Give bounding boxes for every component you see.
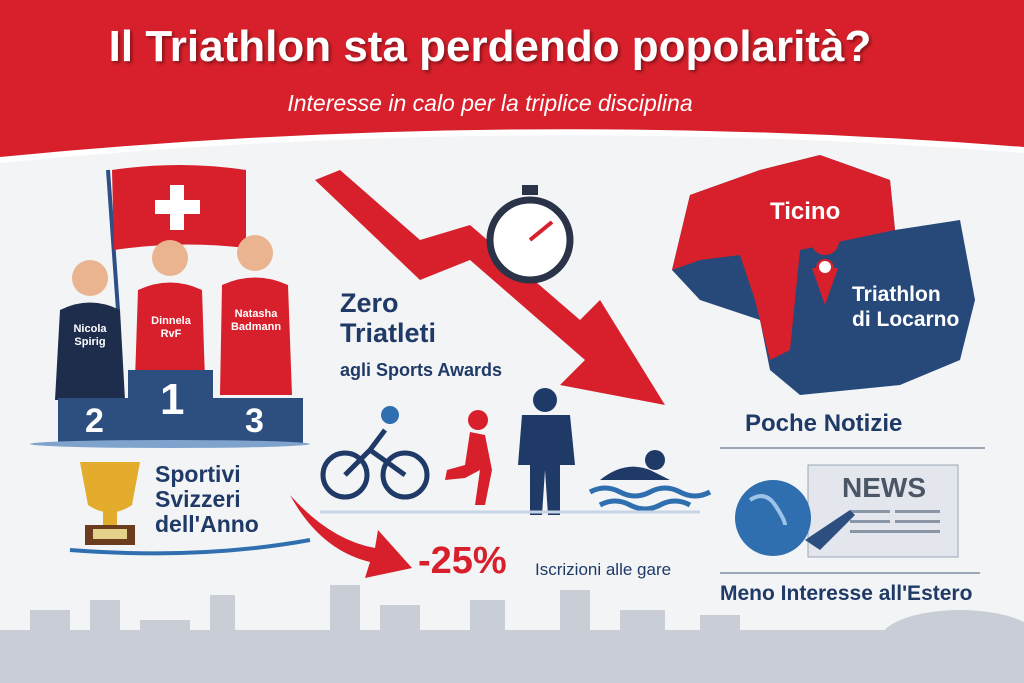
- news-heading: Poche Notizie: [745, 410, 903, 437]
- page-title: Il Triathlon sta perdendo popolarità?: [108, 22, 872, 71]
- runner-icon: [445, 410, 492, 505]
- podium: [30, 370, 310, 448]
- newspaper-title: NEWS: [842, 472, 926, 503]
- cyclist-icon: [320, 406, 430, 500]
- awards-line-2: Triatleti: [340, 318, 437, 348]
- stopwatch-icon: [486, 185, 574, 284]
- swiss-flag-icon: [112, 165, 246, 250]
- globe-icon: [735, 480, 811, 556]
- news-footer: Meno Interesse all'Estero: [720, 582, 973, 605]
- podium-place-2: 2: [85, 402, 104, 440]
- trophy-line-2: Svizzeri: [155, 486, 241, 512]
- stat-value: -25%: [418, 540, 507, 582]
- trophy-line-3: dell'Anno: [155, 511, 259, 537]
- event-line-1: Triathlon: [852, 283, 941, 306]
- map-region-label: Ticino: [770, 198, 841, 225]
- awards-caption: agli Sports Awards: [340, 360, 503, 380]
- map-event-label: Triathlon di Locarno: [852, 282, 959, 332]
- airplane-icon: [805, 510, 855, 550]
- athletes-illustration: [55, 235, 292, 400]
- athlete-name: Dinnela RvF: [151, 315, 191, 340]
- location-pin-icon: [811, 227, 840, 305]
- stat-label: Iscrizioni alle gare: [535, 560, 672, 579]
- swimmer-icon: [588, 450, 712, 512]
- awards-line-1: Zero: [340, 288, 399, 318]
- header-band: [0, 0, 1024, 160]
- athlete-name: Nicola Spirig: [73, 323, 107, 348]
- decline-arrow-icon: [290, 495, 412, 578]
- athlete-name: Natasha Badmann: [230, 308, 282, 333]
- event-line-2: di Locarno: [852, 308, 960, 331]
- page-subtitle: Interesse in calo per la triplice discip…: [287, 90, 693, 116]
- podium-place-3: 3: [245, 402, 264, 440]
- podium-place-1: 1: [160, 375, 185, 424]
- trophy-line-1: Sportivi: [155, 461, 241, 487]
- down-trend-arrow-icon: [315, 170, 665, 405]
- newspaper-icon: [807, 464, 959, 558]
- question-person-icon: [518, 388, 575, 515]
- skyline: [0, 585, 1024, 683]
- trophy-caption: Sportivi Svizzeri dell'Anno: [155, 462, 259, 537]
- trophy-icon: [80, 462, 140, 545]
- awards-heading: Zero Triatleti: [340, 288, 436, 348]
